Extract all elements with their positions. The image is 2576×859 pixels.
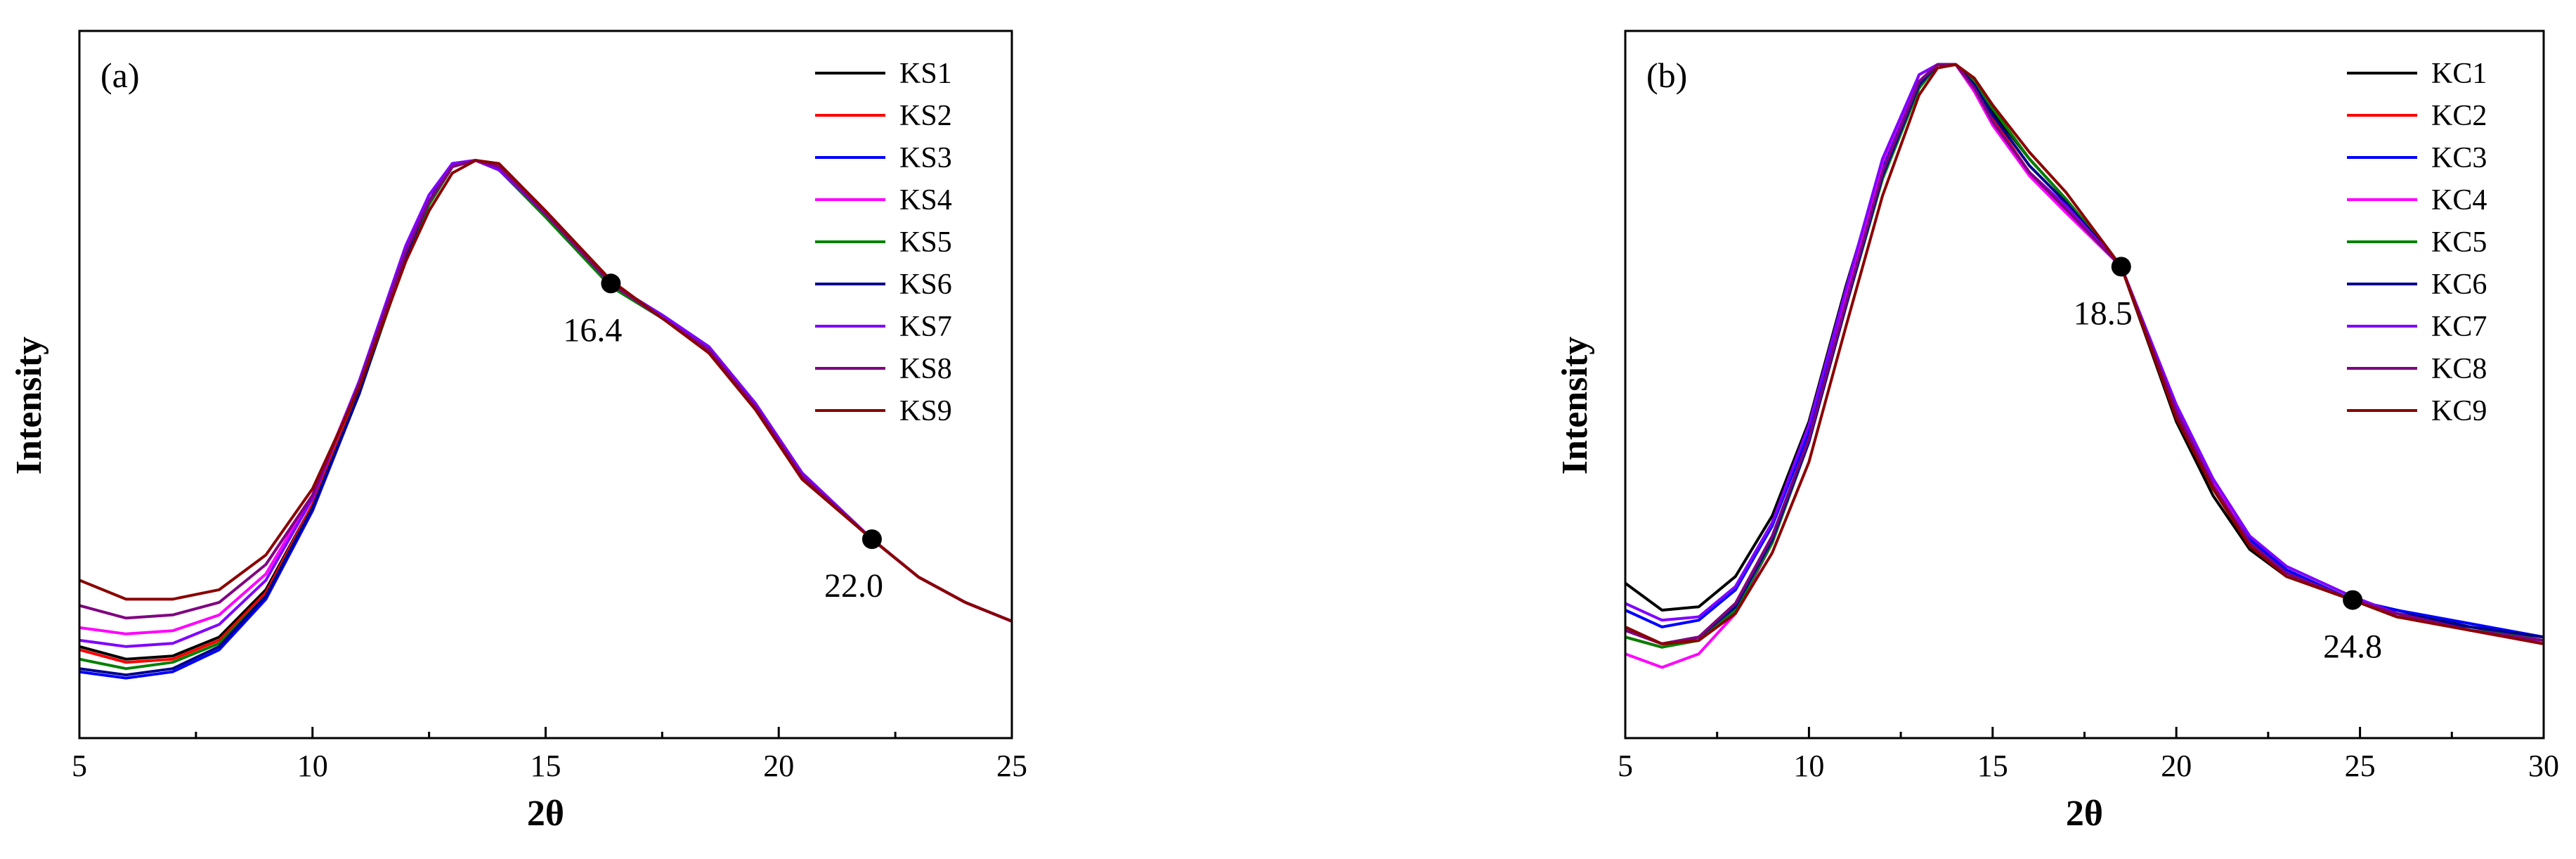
panel-label: (b)	[1646, 56, 1687, 95]
legend-label-ks3: KS3	[899, 142, 952, 174]
x-tick-label: 20	[2161, 749, 2192, 783]
x-tick-label: 10	[297, 749, 328, 783]
data-marker	[601, 273, 621, 294]
panel-b: 5 10 15 20 25 30 2θ Intensity (b) KC1 KC2 KC3 KC4 KC5…	[1555, 30, 2559, 834]
legend: KC1 KC2 KC3 KC4 KC5 KC6 KC7 KC8 KC9	[2347, 58, 2487, 427]
legend-label-ks2: KS2	[899, 100, 952, 132]
legend-label-ks1: KS1	[899, 58, 952, 90]
legend-label-kc5: KC5	[2431, 226, 2487, 259]
series-line-kc9	[1625, 63, 2544, 645]
x-axis-title: 2θ	[527, 794, 564, 834]
x-tick-label: 5	[72, 749, 87, 783]
marker-label: 16.4	[563, 311, 622, 349]
y-axis-title: Intensity	[1555, 337, 1595, 474]
legend-label-kc8: KC8	[2431, 353, 2487, 385]
legend: KS1 KS2 KS3 KS4 KS5 KS6 KS7 KS8 KS9	[815, 58, 952, 427]
x-tick-label: 25	[996, 749, 1027, 783]
series-line-kc8	[1625, 63, 2544, 645]
x-tick-label: 15	[1977, 749, 2008, 783]
data-marker	[2111, 257, 2131, 277]
panel-label: (a)	[100, 56, 140, 95]
series-group	[1625, 63, 2544, 669]
x-tick-label: 15	[531, 749, 561, 783]
marker-label: 22.0	[824, 567, 883, 605]
legend-label-kc2: KC2	[2431, 100, 2487, 132]
y-axis-title: Intensity	[9, 337, 49, 474]
data-marker	[861, 529, 882, 550]
x-tick-label: 30	[2528, 749, 2559, 783]
x-tick-label: 20	[763, 749, 794, 783]
marker-label: 18.5	[2074, 295, 2133, 332]
legend-label-kc6: KC6	[2431, 269, 2487, 301]
legend-label-kc9: KC9	[2431, 395, 2487, 427]
legend-label-kc4: KC4	[2431, 184, 2487, 217]
data-marker	[2343, 590, 2363, 610]
legend-label-ks5: KS5	[899, 226, 952, 259]
marker-label: 24.8	[2323, 628, 2382, 666]
x-tick-label: 10	[1793, 749, 1824, 783]
legend-label-ks7: KS7	[899, 311, 952, 343]
series-line-ks9	[79, 159, 1012, 623]
x-tick-label: 5	[1618, 749, 1633, 783]
series-group	[79, 159, 1012, 680]
legend-label-ks8: KS8	[899, 353, 952, 385]
legend-label-kc1: KC1	[2431, 58, 2487, 90]
legend-label-ks6: KS6	[899, 269, 952, 301]
legend-label-ks9: KS9	[899, 395, 952, 427]
x-axis-title: 2θ	[2066, 794, 2103, 834]
legend-label-kc3: KC3	[2431, 142, 2487, 174]
legend-label-ks4: KS4	[899, 184, 952, 217]
legend-label-kc7: KC7	[2431, 311, 2487, 343]
x-tick-label: 25	[2345, 749, 2376, 783]
